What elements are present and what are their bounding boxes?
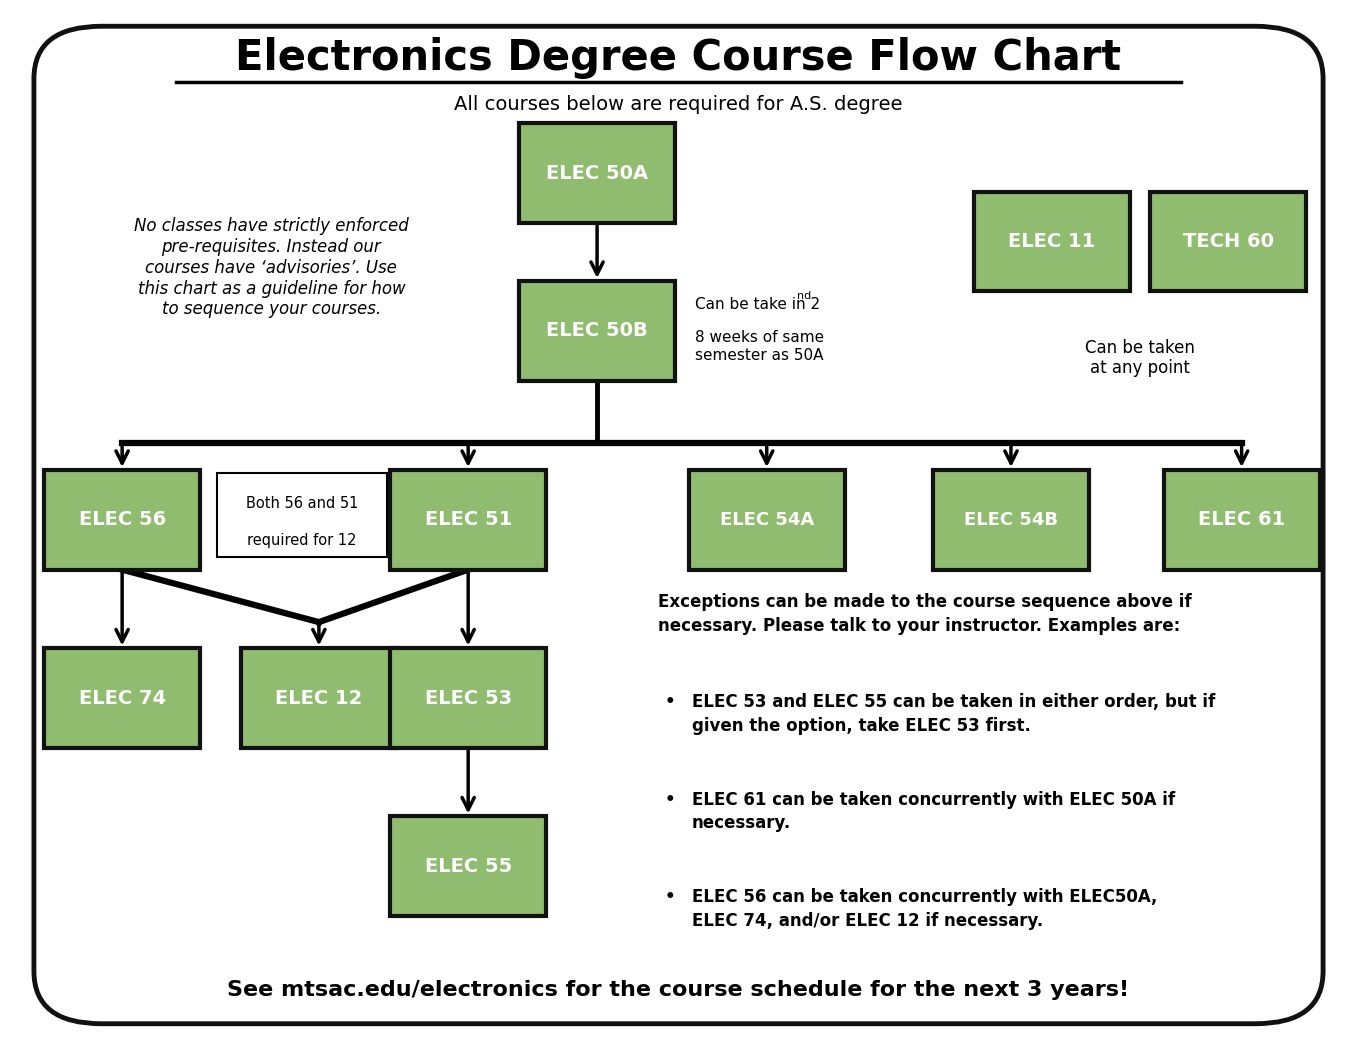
Text: ELEC 53: ELEC 53 — [425, 689, 512, 708]
FancyBboxPatch shape — [217, 472, 387, 556]
FancyBboxPatch shape — [391, 648, 546, 748]
FancyBboxPatch shape — [43, 470, 201, 569]
Text: Can be taken
at any point: Can be taken at any point — [1086, 338, 1194, 377]
Text: Both 56 and 51: Both 56 and 51 — [246, 497, 358, 511]
Text: No classes have strictly enforced
pre-requisites. Instead our
courses have ‘advi: No classes have strictly enforced pre-re… — [134, 217, 408, 318]
Text: ELEC 56 can be taken concurrently with ELEC50A,
ELEC 74, and/or ELEC 12 if neces: ELEC 56 can be taken concurrently with E… — [692, 888, 1158, 930]
Text: ELEC 54A: ELEC 54A — [719, 510, 814, 529]
Text: All courses below are required for A.S. degree: All courses below are required for A.S. … — [455, 96, 902, 114]
FancyBboxPatch shape — [1164, 470, 1320, 569]
FancyBboxPatch shape — [34, 26, 1323, 1024]
FancyBboxPatch shape — [518, 280, 676, 380]
Text: ELEC 53 and ELEC 55 can be taken in either order, but if
given the option, take : ELEC 53 and ELEC 55 can be taken in eith… — [692, 693, 1216, 735]
Text: nd: nd — [797, 291, 811, 301]
Text: ELEC 50B: ELEC 50B — [547, 321, 647, 340]
Text: 8 weeks of same
semester as 50A: 8 weeks of same semester as 50A — [695, 313, 825, 362]
Text: ELEC 12: ELEC 12 — [275, 689, 362, 708]
FancyBboxPatch shape — [43, 648, 201, 748]
FancyBboxPatch shape — [934, 470, 1090, 569]
Text: ELEC 50A: ELEC 50A — [546, 164, 649, 183]
Text: ELEC 55: ELEC 55 — [425, 857, 512, 876]
Text: TECH 60: TECH 60 — [1182, 232, 1274, 251]
Text: •: • — [665, 791, 676, 808]
Text: Electronics Degree Course Flow Chart: Electronics Degree Course Flow Chart — [235, 37, 1122, 79]
Text: Exceptions can be made to the course sequence above if
necessary. Please talk to: Exceptions can be made to the course seq… — [658, 593, 1191, 635]
Text: ELEC 11: ELEC 11 — [1008, 232, 1095, 251]
Text: ELEC 51: ELEC 51 — [425, 510, 512, 529]
FancyBboxPatch shape — [391, 817, 546, 916]
Text: ELEC 61: ELEC 61 — [1198, 510, 1285, 529]
Text: ELEC 74: ELEC 74 — [79, 689, 166, 708]
Text: Can be take in 2: Can be take in 2 — [695, 297, 821, 312]
Text: ELEC 56: ELEC 56 — [79, 510, 166, 529]
FancyBboxPatch shape — [391, 470, 546, 569]
Text: •: • — [665, 693, 676, 711]
Text: ELEC 54B: ELEC 54B — [963, 510, 1058, 529]
Text: See mtsac.edu/electronics for the course schedule for the next 3 years!: See mtsac.edu/electronics for the course… — [228, 980, 1129, 1001]
FancyBboxPatch shape — [974, 191, 1130, 291]
FancyBboxPatch shape — [688, 470, 844, 569]
Text: •: • — [665, 888, 676, 906]
FancyBboxPatch shape — [242, 648, 396, 748]
FancyBboxPatch shape — [518, 124, 676, 224]
Text: ELEC 61 can be taken concurrently with ELEC 50A if
necessary.: ELEC 61 can be taken concurrently with E… — [692, 791, 1175, 833]
FancyBboxPatch shape — [1151, 191, 1305, 291]
Text: required for 12: required for 12 — [247, 533, 357, 548]
